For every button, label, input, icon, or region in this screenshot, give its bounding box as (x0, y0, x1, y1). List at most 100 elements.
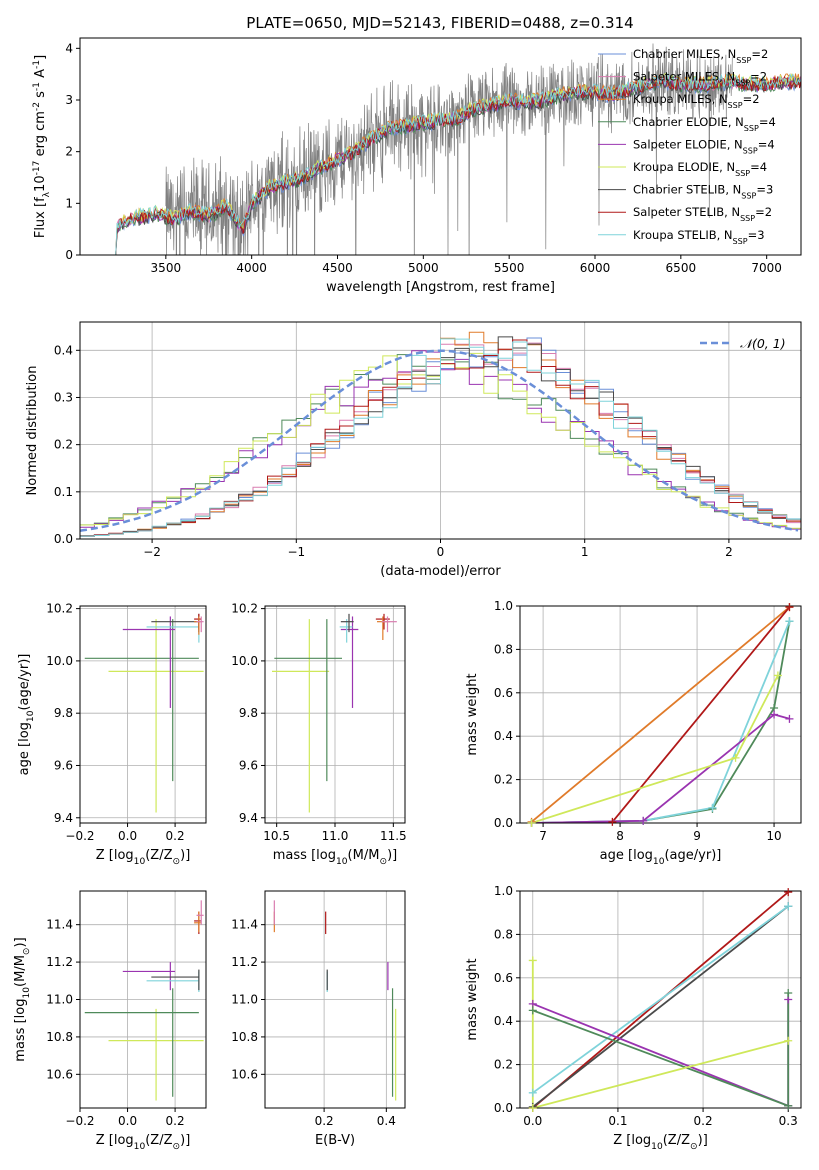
label-fragment: SSP (740, 214, 755, 223)
x-tick-label: 11.0 (322, 829, 349, 843)
label-fragment: 𝒩(0, 1) (740, 336, 786, 351)
label-fragment: =3 (748, 228, 765, 242)
weight-marker (608, 817, 617, 826)
label-fragment: ⊙ (379, 857, 387, 867)
y-tick-label: 0.0 (54, 532, 73, 546)
x-tick-label: 0.0 (523, 1114, 542, 1128)
x-tick-label: 9 (693, 829, 701, 843)
legend-label: Salpeter STELIB, NSSP=2 (633, 205, 772, 223)
x-tick-label: 0.4 (377, 1114, 396, 1128)
label-fragment: SSP (735, 169, 750, 178)
label-fragment: Chabrier STELIB, N (633, 183, 741, 197)
x-axis-label: wavelength [Angstrom, rest frame] (326, 280, 555, 295)
axes-front-mass-vs-ebv: 0.2 0.4 10.6 10.8 11.0 11.2 11.4 E(B-V) (231, 890, 406, 1148)
y-tick-label: 0.0 (494, 1101, 513, 1115)
label-fragment: mass weight (465, 673, 480, 755)
y-axis-label: mass weight (465, 958, 480, 1040)
label-fragment: 10 (33, 175, 48, 192)
label-fragment: Chabrier ELODIE, N (633, 115, 744, 129)
x-tick-label: 2 (725, 545, 733, 559)
x-tick-label: 6000 (580, 261, 611, 275)
y-tick-label: 9.8 (239, 706, 258, 720)
label-fragment: =4 (758, 137, 775, 151)
label-fragment: age [log (17, 722, 32, 775)
legend-label: Kroupa ELODIE, NSSP=4 (633, 160, 767, 178)
label-fragment: )] (698, 1133, 708, 1148)
y-tick-label: 0.4 (494, 729, 513, 743)
x-tick-label: 0 (437, 545, 445, 559)
y-tick-label: 0.2 (494, 773, 513, 787)
y-tick-label: 1.0 (494, 884, 513, 898)
label-fragment: Kroupa MILES, N (633, 92, 728, 106)
label-fragment: 10 (26, 710, 36, 722)
label-fragment: (data-model)/error (380, 564, 501, 579)
weight-line (611, 606, 791, 823)
weight-marker (731, 753, 740, 762)
label-fragment: mass weight (465, 958, 480, 1040)
y-axis-label: mass weight (465, 673, 480, 755)
plot-area-spectrum (114, 43, 801, 255)
y-tick-label: 10.8 (46, 1030, 73, 1044)
weight-line (532, 905, 789, 1108)
label-fragment: =4 (759, 115, 776, 129)
label-fragment: SSP (733, 236, 748, 245)
weight-line (531, 713, 790, 823)
y-tick-label: 0.4 (494, 1014, 513, 1028)
label-fragment: (Z/Z (145, 1133, 172, 1148)
x-tick-label: 5500 (494, 261, 525, 275)
weight-marker (784, 1101, 793, 1110)
axes-front-weight-vs-Z: 0.0 0.1 0.2 0.3 0.0 0.2 0.4 0.6 0.8 1.0 Z [log10(Z… (465, 884, 802, 1152)
x-axis-label: Z [log10(Z/Z⊙)] (613, 1133, 708, 1152)
label-fragment: Kroupa STELIB, N (633, 228, 733, 242)
label-fragment: =2 (750, 70, 767, 84)
legend-label: Salpeter ELODIE, NSSP=4 (633, 137, 775, 155)
label-fragment: -1 (32, 82, 42, 91)
label-fragment: Z [log (96, 848, 134, 863)
label-fragment: =4 (750, 160, 767, 174)
x-axis-label: age [log10(age/yr)] (600, 848, 722, 867)
y-tick-label: 10.6 (231, 1067, 258, 1081)
label-fragment: Chabrier MILES, N (633, 47, 736, 61)
x-tick-label: 7000 (751, 261, 782, 275)
label-fragment: Z [log (613, 1133, 651, 1148)
legend-label: Kroupa STELIB, NSSP=3 (633, 228, 765, 246)
label-fragment: SSP (744, 123, 759, 132)
y-tick-label: 9.8 (54, 706, 73, 720)
axes-weight-vs-Z: 0.0 0.1 0.2 0.3 0.0 0.2 0.4 0.6 0.8 1.0 Z [log10(Z… (465, 884, 802, 1152)
x-tick-label: 5000 (408, 261, 439, 275)
x-axis-label: E(B-V) (315, 1133, 355, 1148)
y-tick-label: 4 (65, 41, 73, 55)
label-fragment: mass [log (13, 999, 28, 1062)
weight-marker (785, 714, 794, 723)
x-tick-label: 0.0 (118, 829, 137, 843)
x-tick-label: −1 (287, 545, 305, 559)
label-fragment: ⊙ (173, 1142, 181, 1152)
label-fragment: )] (180, 848, 190, 863)
label-fragment: erg cm (33, 111, 48, 160)
x-tick-label: −0.2 (65, 1114, 94, 1128)
label-fragment: SSP (735, 78, 750, 87)
y-tick-label: 0.3 (54, 390, 73, 404)
y-tick-label: 11.2 (231, 955, 258, 969)
y-tick-label: 2 (65, 145, 73, 159)
label-fragment: 10 (653, 857, 665, 867)
y-tick-label: 1 (65, 196, 73, 210)
y-tick-label: 0.0 (494, 816, 513, 830)
y-tick-label: 11.2 (46, 955, 73, 969)
label-fragment: Salpeter STELIB, N (633, 205, 740, 219)
y-tick-label: 0.8 (494, 927, 513, 941)
legend-label: Kroupa MILES, NSSP=2 (633, 92, 760, 110)
label-fragment: Normed distribution (25, 366, 40, 496)
model-spectrum-line (114, 75, 801, 255)
weight-marker (528, 956, 537, 965)
x-tick-label: −0.2 (65, 829, 94, 843)
label-fragment: A (33, 69, 48, 82)
x-tick-label: 0.1 (608, 1114, 627, 1128)
y-tick-label: 10.0 (231, 654, 258, 668)
y-tick-label: 0.2 (494, 1058, 513, 1072)
y-tick-label: 11.0 (46, 993, 73, 1007)
y-axis-label: age [log10(age/yr)] (17, 654, 36, 776)
label-fragment: (age/yr)] (17, 654, 32, 711)
